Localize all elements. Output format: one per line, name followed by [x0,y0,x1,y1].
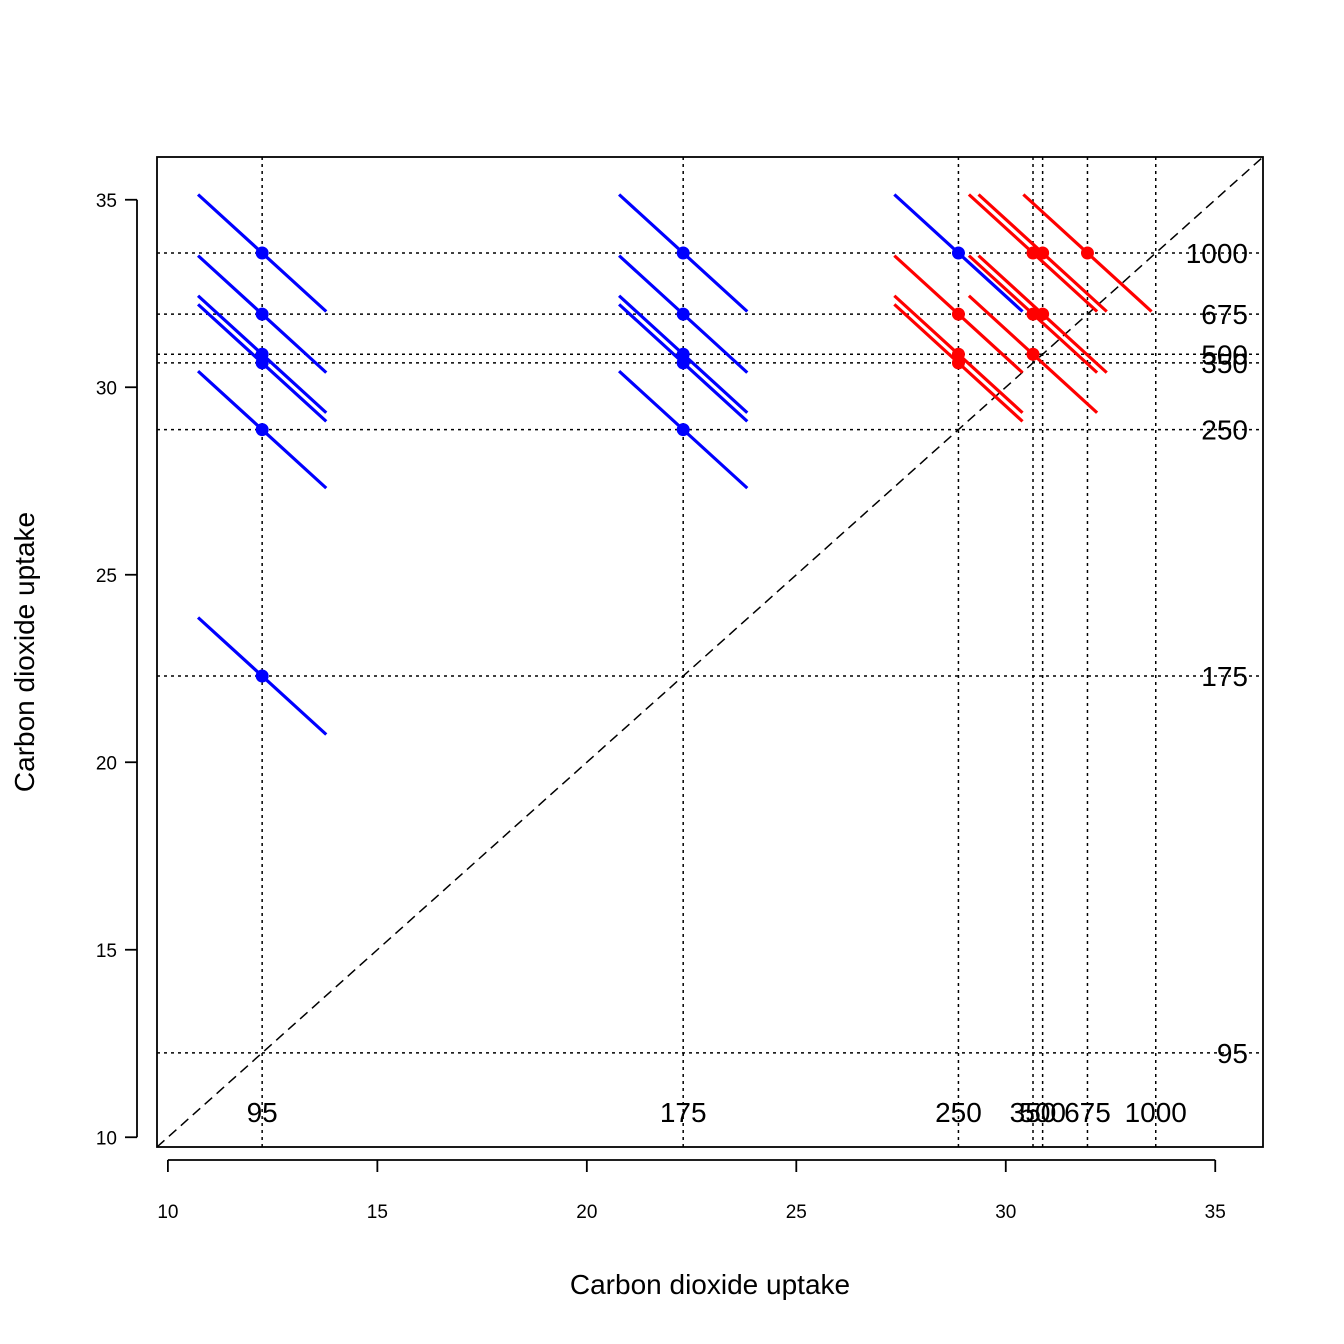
horizontal-reference-label: 95 [1217,1038,1248,1069]
data-point [255,669,269,683]
x-tick-label: 10 [157,1202,178,1223]
vertical-reference-label: 350 [1010,1097,1057,1128]
y-tick-label: 30 [96,378,117,399]
data-point [255,307,269,321]
horizontal-reference-label: 675 [1201,299,1248,330]
horizontal-reference-label: 1000 [1186,238,1248,269]
y-axis-label: Carbon dioxide uptake [9,512,40,792]
x-axis: 10 15 20 25 30 35 [157,1159,1226,1223]
slope-segments [196,193,1153,736]
y-tick-label: 25 [96,566,117,587]
data-point [676,356,690,370]
data-point [951,356,965,370]
data-point [1036,246,1050,260]
x-axis-label: Carbon dioxide uptake [570,1269,850,1300]
vertical-reference-label: 250 [935,1097,982,1128]
vertical-reference-label: 175 [660,1097,707,1128]
plot-frame [156,156,1264,1148]
data-point [1036,307,1050,321]
data-point [951,246,965,260]
data-point [951,307,965,321]
data-point [255,246,269,260]
data-point [1026,246,1040,260]
data-point [676,307,690,321]
horizontal-reference-label: 350 [1201,348,1248,379]
data-point [676,246,690,260]
x-tick-label: 25 [786,1202,807,1223]
identity-diagonal [156,156,1264,1148]
y-tick-label: 20 [96,753,117,774]
x-tick-label: 15 [367,1202,388,1223]
x-tick-label: 35 [1205,1202,1226,1223]
y-tick-label: 35 [96,191,117,212]
vertical-reference-label: 1000 [1125,1097,1187,1128]
data-point [1026,307,1040,321]
y-axis: 10 15 20 25 30 35 [96,191,138,1149]
data-point [1080,246,1094,260]
x-tick-label: 20 [576,1202,597,1223]
y-tick-label: 10 [96,1128,117,1149]
vertical-reference-label: 675 [1064,1097,1111,1128]
horizontal-reference-label: 250 [1201,415,1248,446]
data-point [255,356,269,370]
y-tick-label: 15 [96,941,117,962]
x-tick-label: 30 [995,1202,1016,1223]
reference-grid [157,157,1263,1147]
horizontal-reference-label: 175 [1201,661,1248,692]
data-point [676,423,690,437]
data-point [255,423,269,437]
horizontal-reference-label: 500 [1201,339,1248,370]
data-points [255,246,1094,683]
vertical-reference-label: 95 [247,1097,278,1128]
data-point [1026,347,1040,361]
vertical-reference-label: 500 [1019,1097,1066,1128]
reference-labels: 9595175175250250350350500500675675100010… [247,238,1248,1128]
